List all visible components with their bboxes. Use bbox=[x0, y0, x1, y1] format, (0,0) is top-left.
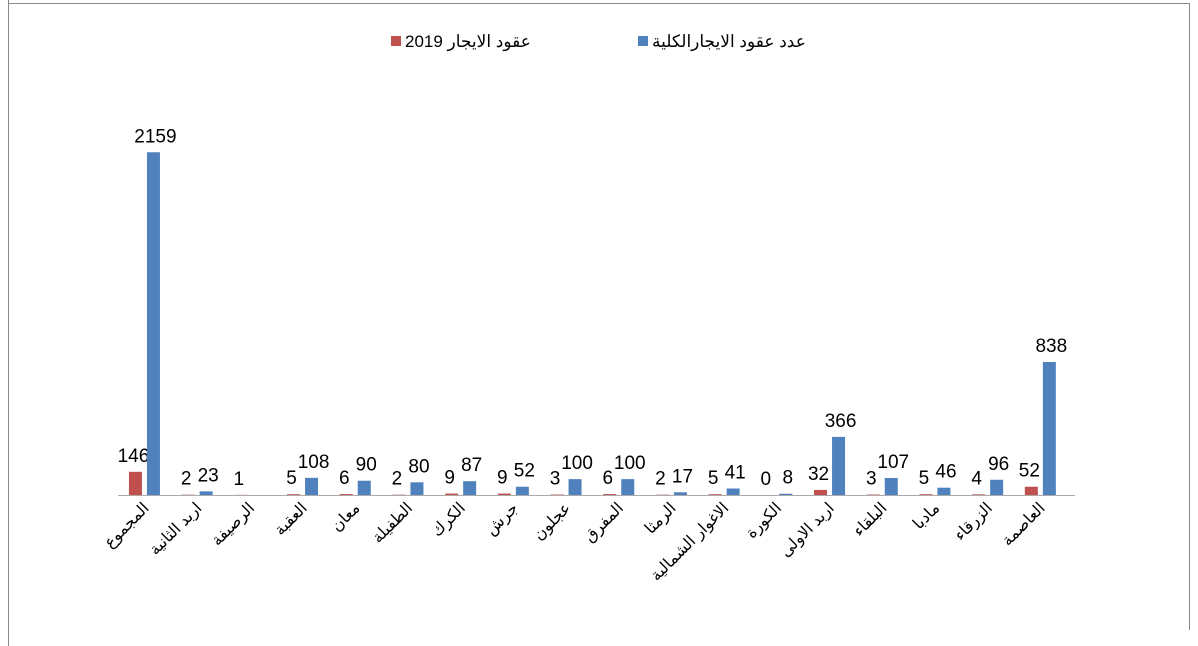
data-label: 5 bbox=[919, 468, 930, 489]
data-label: 9 bbox=[444, 468, 455, 489]
x-tick-label: اربد الثانية bbox=[147, 500, 206, 559]
bar bbox=[621, 479, 635, 495]
data-label: 3 bbox=[866, 469, 877, 490]
bar bbox=[603, 494, 617, 495]
bar bbox=[410, 482, 424, 495]
data-label: 46 bbox=[935, 462, 956, 483]
x-tick-label: العقبة bbox=[272, 500, 311, 539]
x-tick-label: الزرقاء bbox=[951, 500, 995, 544]
data-label: 6 bbox=[339, 468, 350, 489]
x-tick-label: البلقاء bbox=[850, 500, 890, 540]
data-label: 3 bbox=[550, 469, 561, 490]
bar bbox=[339, 494, 353, 495]
legend-swatch bbox=[638, 36, 648, 46]
x-tick-label: المجموع bbox=[101, 500, 153, 552]
data-label: 108 bbox=[298, 452, 330, 473]
x-tick-label: المفرق bbox=[581, 500, 627, 546]
x-tick-label: الرمثا bbox=[642, 500, 680, 538]
data-label: 5 bbox=[708, 468, 719, 489]
data-label: 23 bbox=[198, 465, 219, 486]
data-label: 2 bbox=[181, 469, 192, 490]
bar bbox=[445, 493, 459, 495]
data-label: 1 bbox=[234, 469, 245, 490]
bar bbox=[128, 471, 142, 495]
bar bbox=[990, 479, 1004, 495]
x-tick-label: الرصيفة bbox=[209, 500, 259, 550]
bar bbox=[287, 494, 301, 495]
data-label: 96 bbox=[988, 454, 1009, 475]
bar bbox=[497, 493, 511, 495]
bar bbox=[919, 494, 933, 495]
data-label: 87 bbox=[461, 455, 482, 476]
data-label: 100 bbox=[614, 453, 646, 474]
bar bbox=[673, 492, 687, 495]
data-label: 838 bbox=[1035, 336, 1067, 357]
bar bbox=[199, 491, 213, 495]
bar bbox=[726, 488, 740, 495]
x-tick-label: الكورة bbox=[743, 500, 785, 542]
data-label: 80 bbox=[408, 456, 429, 477]
data-label: 52 bbox=[514, 461, 535, 482]
data-label: 52 bbox=[1019, 461, 1040, 482]
bar bbox=[884, 478, 898, 495]
legend-label: عقود الايجار 2019 bbox=[405, 32, 531, 52]
bar bbox=[463, 481, 477, 495]
data-label: 2 bbox=[392, 469, 403, 490]
x-tick-label: الكرك bbox=[429, 500, 469, 540]
x-tick-label: معان bbox=[328, 500, 363, 535]
bar bbox=[515, 486, 529, 495]
data-label: 8 bbox=[783, 468, 794, 489]
data-label: 6 bbox=[602, 468, 613, 489]
bar bbox=[568, 479, 582, 495]
bar bbox=[357, 480, 371, 495]
x-tick-label: جرش bbox=[483, 500, 522, 539]
data-label: 5 bbox=[286, 468, 297, 489]
bar bbox=[146, 152, 160, 496]
x-tick-label: الطفيلة bbox=[369, 500, 416, 547]
data-label: 4 bbox=[971, 468, 982, 489]
data-label: 366 bbox=[825, 411, 857, 432]
legend-label: عدد عقود الايجارالكلية bbox=[652, 32, 806, 52]
data-label: 146 bbox=[118, 446, 150, 467]
data-label: 2159 bbox=[134, 126, 176, 147]
bar bbox=[708, 494, 722, 495]
legend-swatch bbox=[391, 36, 401, 46]
data-label: 2 bbox=[655, 469, 666, 490]
bar bbox=[937, 487, 951, 495]
bar bbox=[1024, 486, 1038, 495]
bar bbox=[779, 493, 793, 495]
bar bbox=[1042, 361, 1056, 495]
x-tick-label: اربد الاولى bbox=[777, 500, 838, 561]
data-label: 17 bbox=[672, 466, 693, 487]
x-tick-label: عجلون bbox=[530, 500, 574, 544]
bar bbox=[832, 436, 846, 495]
data-label: 107 bbox=[877, 452, 909, 473]
data-label: 32 bbox=[808, 464, 829, 485]
bar bbox=[305, 477, 319, 495]
data-label: 0 bbox=[761, 469, 772, 490]
data-label: 41 bbox=[725, 462, 746, 483]
data-label: 90 bbox=[356, 455, 377, 476]
data-label: 100 bbox=[561, 453, 593, 474]
x-tick-label: العاصمة bbox=[999, 500, 1049, 550]
data-label: 9 bbox=[497, 468, 508, 489]
bar bbox=[972, 494, 986, 495]
bar bbox=[814, 489, 828, 495]
x-tick-label: مادبا bbox=[910, 500, 943, 533]
